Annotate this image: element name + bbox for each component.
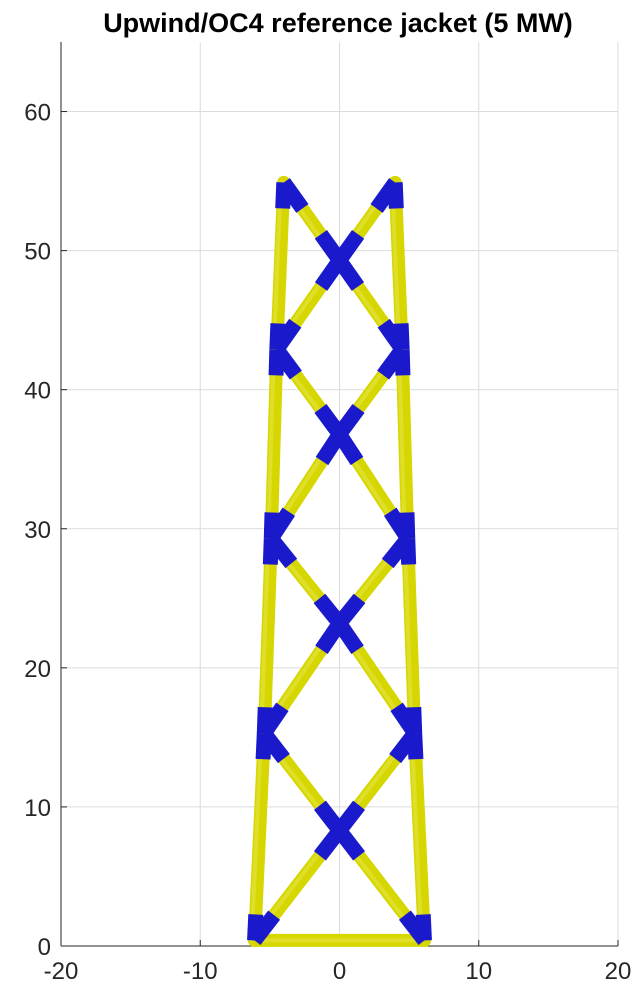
y-tick-label: 0 [38,934,51,961]
left-leg-segment [264,342,284,546]
left-leg-segment-highlight [259,536,271,736]
right-leg-segment [388,175,409,356]
left-leg-segment-tube [270,175,291,356]
left-leg-segment [270,175,291,356]
leg-can-stub [255,732,272,760]
leg-can-stub [263,512,280,539]
x-tick-label: 20 [605,958,632,985]
leg-can-stub [400,538,417,565]
x-joint-stub [333,404,365,439]
left-leg-segment-highlight [266,347,276,541]
y-tick-label: 20 [24,656,51,683]
joints [247,178,432,946]
x-joint-stub [333,256,365,291]
x-tick-label: -10 [183,958,218,985]
left-leg-segment [248,726,271,947]
y-tick-label: 40 [24,378,51,405]
leg-can-stub [407,732,424,760]
right-leg-segment-highlight [390,180,402,352]
x-joint-stub [333,593,366,629]
x-joint-stub [333,430,364,466]
x-tick-label: 10 [465,958,492,985]
leg-can-stub [387,182,404,209]
right-leg-segment-highlight [409,731,424,943]
right-leg-segment-highlight [397,347,407,541]
left-leg-segment-tube [257,532,278,740]
right-leg-segment-tube [408,726,431,947]
x-tick-labels: -20 -10 0 10 20 [44,958,632,985]
leg-can-stub [262,538,279,565]
right-leg-segment [401,532,422,740]
left-leg-segment [257,532,278,740]
leg-can-stub [269,323,286,350]
x-joint-stub [333,800,365,836]
left-leg-segment-tube [264,342,284,546]
left-leg-segment-tube [248,726,271,947]
right-leg-segment-tube [395,342,415,546]
y-tick-label: 60 [24,100,51,127]
leg-can-stub [399,512,416,539]
leg-can-stub [394,349,411,376]
right-leg-segment [408,726,431,947]
right-leg-segment [395,342,415,546]
y-tick-label: 50 [24,239,51,266]
leg-can-stub [256,706,273,734]
grid [60,42,619,947]
right-leg-segment-highlight [402,536,414,736]
leg-can-stub [415,914,432,941]
y-tick-label: 30 [24,517,51,544]
leg-can-stub [406,706,423,734]
legs [248,175,431,947]
right-leg-segment-tube [388,175,409,356]
left-leg-segment-highlight [249,731,264,943]
leg-can-stub [393,323,410,350]
leg-can-stub [268,349,285,376]
left-leg-segment-highlight [271,180,283,352]
x-tick-label: -20 [44,958,79,985]
x-joint-stub [333,229,365,265]
right-leg-segment-tube [401,532,422,740]
leg-can-stub [247,914,264,941]
x-joint-stub [333,825,366,861]
x-joint-stub [333,619,364,654]
y-tick-labels: 0 10 20 30 40 50 60 [24,100,51,961]
x-tick-label: 0 [333,958,346,985]
chart-title: Upwind/OC4 reference jacket (5 MW) [103,8,573,38]
y-tick-label: 10 [24,795,51,822]
leg-can-stub [275,182,292,209]
